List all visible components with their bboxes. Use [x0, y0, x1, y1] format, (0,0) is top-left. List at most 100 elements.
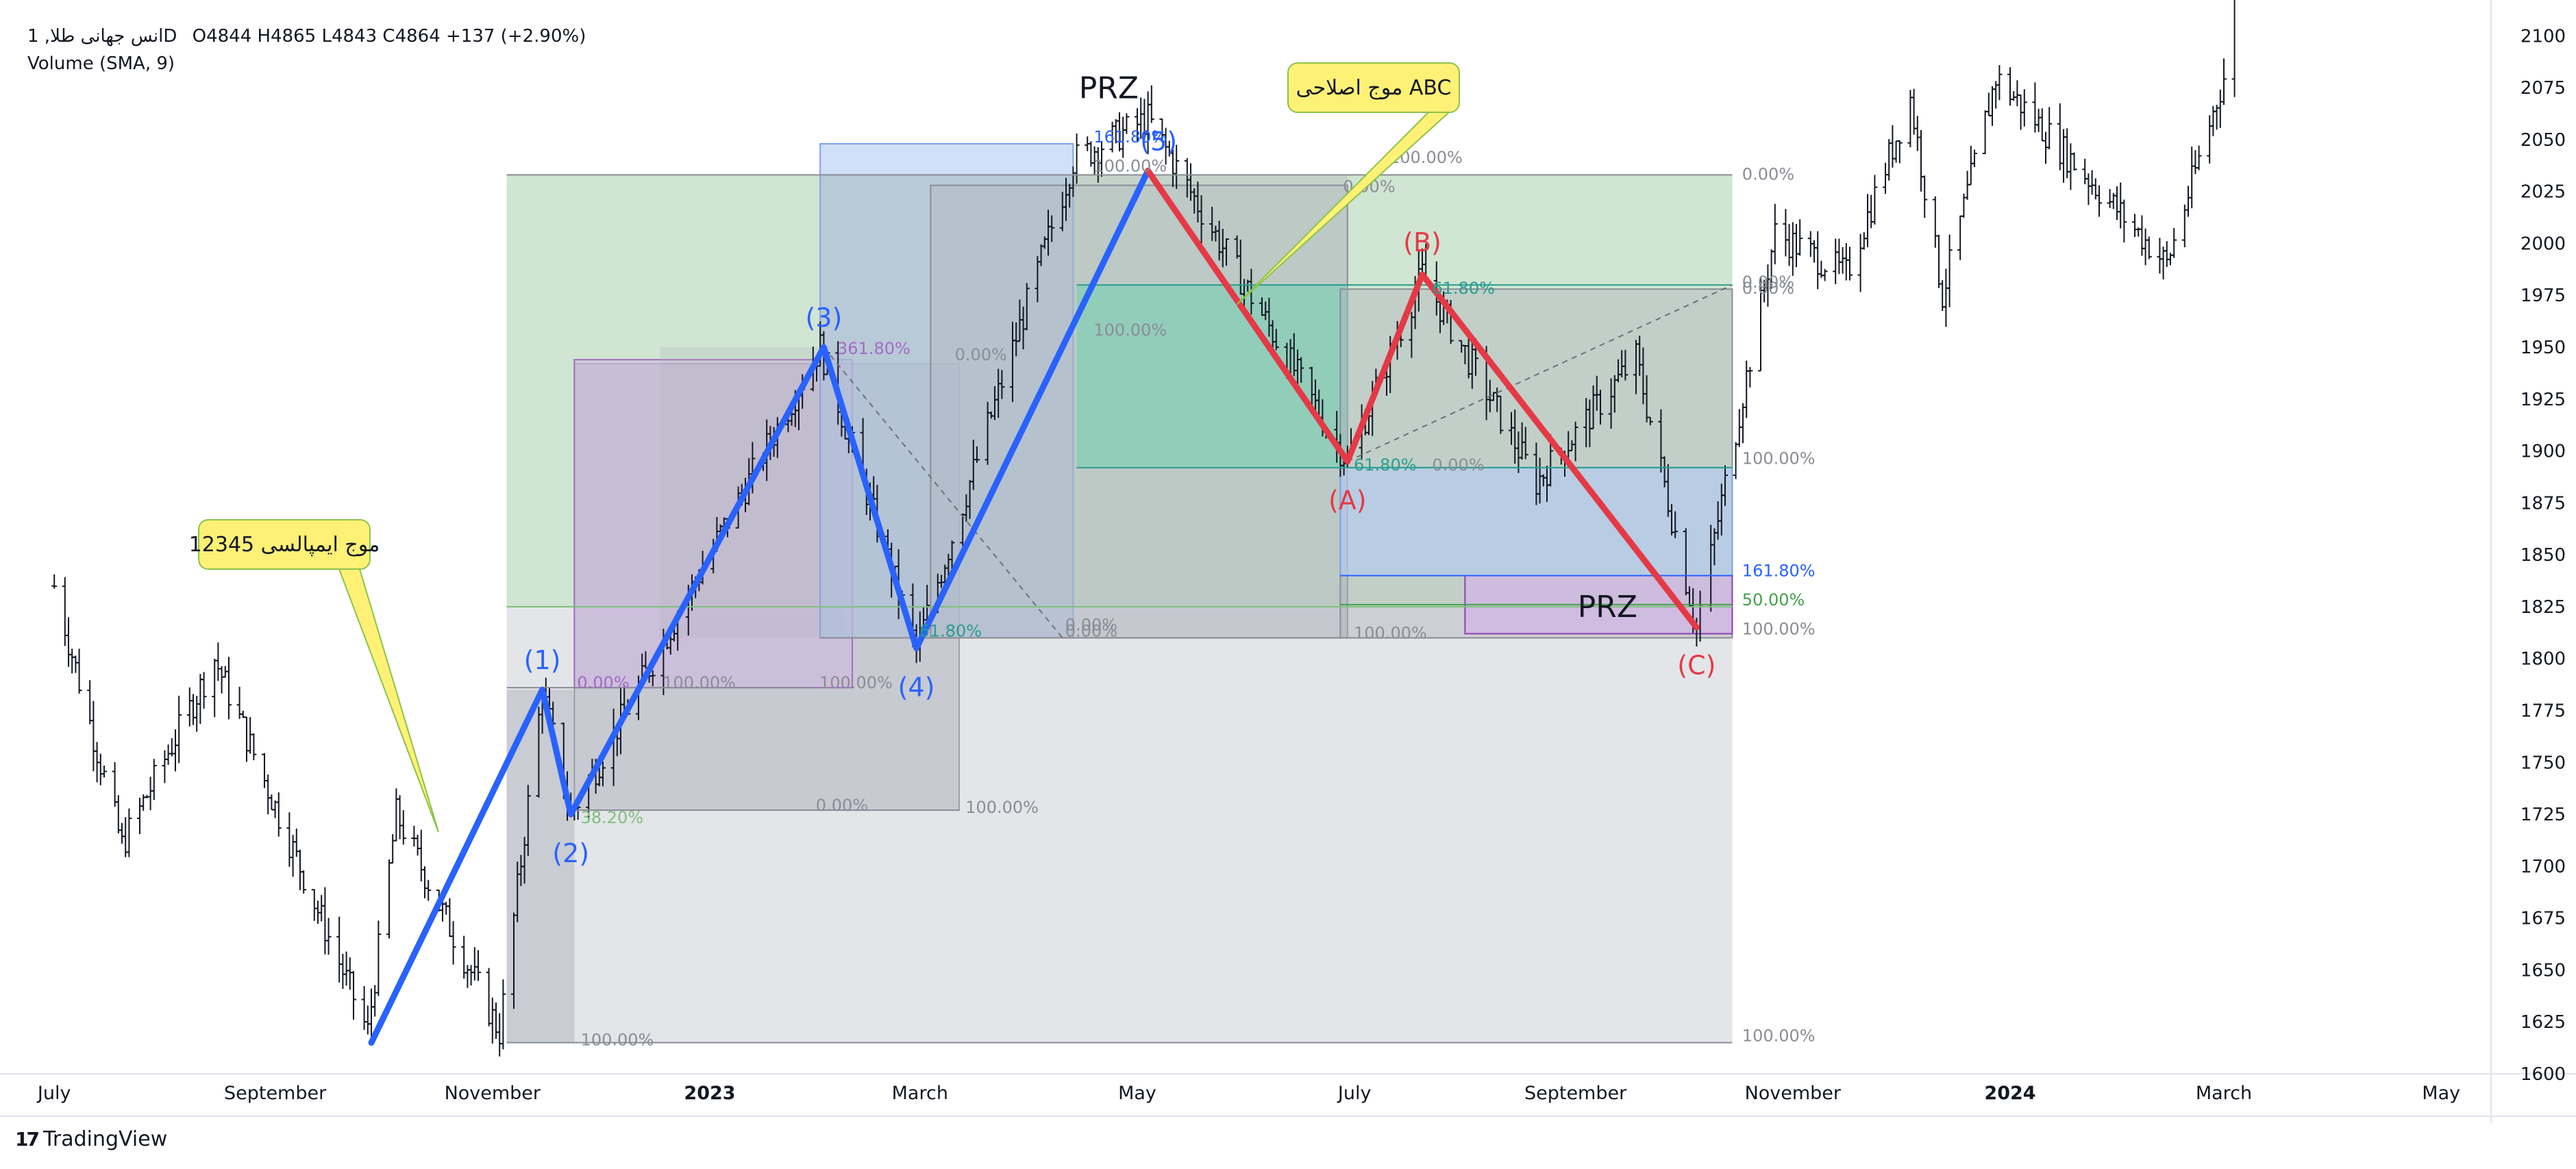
callout-text: موج ایمپالسی 12345 — [189, 533, 380, 557]
ohlc-bar — [347, 957, 353, 990]
y-tick-label: 1850 — [2521, 545, 2566, 566]
x-tick-label: May — [2422, 1083, 2460, 1104]
x-tick-label: March — [892, 1083, 948, 1104]
ohlc-bar — [414, 834, 421, 856]
ohlc-bar — [1914, 116, 1920, 151]
impulse-callout[interactable]: موج ایمپالسی 12345 — [189, 519, 439, 833]
ohlc-bar — [1744, 360, 1750, 418]
ohlc-bar — [471, 947, 478, 981]
ohlc-bar — [2085, 173, 2092, 205]
ohlc-bar — [272, 800, 278, 818]
ohlc-bar — [194, 696, 200, 732]
ohlc-bar — [1886, 139, 1892, 181]
symbol-header[interactable]: انس جهانی طلا, 1D O4844 H4865 L4843 C486… — [27, 26, 586, 47]
ohlc-bar — [1298, 357, 1304, 384]
fib-level-label: 50.00% — [1742, 590, 1805, 609]
fib-level-label: 38.20% — [581, 808, 644, 827]
ohlc-bar — [343, 951, 349, 986]
y-tick-label: 1900 — [2521, 442, 2566, 462]
ohlc-bar — [1572, 421, 1578, 462]
fib-level-label: 161.80% — [1093, 127, 1167, 147]
x-tick-label: November — [445, 1083, 541, 1104]
ohlc-bar — [375, 920, 382, 996]
ohlc-bar — [97, 753, 103, 785]
ohlc-bar — [1922, 175, 1928, 218]
ohlc-bar — [1932, 196, 1938, 248]
fib-level-label: 100.00% — [819, 673, 893, 692]
ohlc-bar — [186, 687, 193, 727]
ohlc-bar — [1943, 268, 1949, 327]
ohlc-bar — [2231, 0, 2236, 97]
ohlc-bar — [76, 649, 82, 694]
ohlc-bar — [1836, 238, 1842, 275]
fib-level-label: 100.00% — [581, 1031, 654, 1050]
volume-indicator-label[interactable]: Volume (SMA, 9) — [27, 53, 175, 74]
tradingview-logo[interactable]: 17 TradingView — [15, 1127, 167, 1151]
ohlc-bar — [2157, 238, 2163, 274]
ohlc-bar — [450, 921, 456, 965]
ohlc-bar — [1049, 215, 1055, 242]
ohlc-bar — [393, 788, 399, 842]
ohlc-bar — [336, 916, 343, 983]
x-tick-label: July — [1337, 1083, 1372, 1104]
x-tick-label: March — [2196, 1083, 2252, 1104]
fib-level-label: 100.00% — [1742, 619, 1816, 638]
ohlc-bar — [1996, 65, 2003, 101]
ohlc-bar — [262, 753, 267, 788]
ohlc-bar — [2046, 107, 2053, 150]
y-tick-label: 2050 — [2521, 130, 2566, 151]
ohlc-bar — [1786, 223, 1792, 266]
ohlc-bar — [1794, 224, 1799, 268]
ohlc-bar — [1907, 90, 1914, 147]
ohlc-bar — [475, 950, 481, 981]
x-tick-label: July — [36, 1083, 71, 1104]
prz-label-top: PRZ — [1079, 71, 1139, 105]
ohlc-bar — [525, 785, 531, 856]
ohlc-bar — [1148, 85, 1154, 123]
ohlc-bar — [1843, 242, 1849, 281]
ohlc-bar — [51, 574, 58, 589]
ohlc-bar — [2210, 105, 2216, 136]
ohlc-bar — [2011, 91, 2017, 101]
ohlc-bar — [123, 817, 129, 857]
ohlc-bar — [275, 792, 282, 837]
ohlc-bar — [2021, 89, 2027, 127]
ohlc-bar — [1224, 238, 1229, 266]
ohlc-bar — [147, 777, 153, 811]
ohlc-bar — [1918, 129, 1924, 192]
ohlc-bar — [226, 657, 232, 720]
fib-level-label: 361.80% — [837, 339, 911, 358]
ohlc-bar — [447, 898, 453, 938]
ohlc-bar — [297, 849, 303, 890]
fib-level-label: 0.00% — [577, 673, 629, 692]
wave-label-a: (A) — [1328, 486, 1367, 516]
ohlc-bar — [2196, 145, 2202, 171]
corrective-callout[interactable]: موج اصلاحی ABC — [1236, 62, 1460, 305]
ohlc-bar — [101, 765, 107, 778]
prz-label-bottom: PRZ — [1578, 590, 1637, 625]
ohlc-bar — [422, 866, 428, 898]
ohlc-bar — [190, 694, 196, 725]
ohlc-bar — [2185, 186, 2191, 217]
ohlc-bar — [1736, 409, 1742, 447]
ohlc-bar — [2071, 152, 2077, 171]
ohlc-bar — [1747, 366, 1753, 388]
wave-label-5: (5) — [1140, 126, 1177, 156]
ohlc-bar — [269, 794, 275, 811]
tradingview-mark-icon: 17 — [15, 1128, 40, 1151]
ohlc-bar — [2164, 241, 2170, 267]
ohlc-bar — [1273, 329, 1279, 351]
ohlc-values: O4844 H4865 L4843 C4864 +137 (+2.90%) — [192, 26, 586, 47]
ohlc-bar — [443, 901, 449, 915]
symbol-name[interactable]: انس جهانی طلا, 1D — [27, 26, 177, 47]
ohlc-bar — [418, 829, 424, 882]
ohlc-bar — [2014, 80, 2020, 107]
ohlc-bar — [112, 762, 118, 807]
ohlc-bar — [2142, 228, 2148, 266]
ohlc-bar — [2035, 108, 2042, 132]
trend-dash-1 — [823, 347, 1063, 639]
ohlc-bar — [400, 810, 406, 845]
ohlc-bar — [2207, 115, 2213, 164]
ohlc-bar — [2139, 215, 2145, 256]
